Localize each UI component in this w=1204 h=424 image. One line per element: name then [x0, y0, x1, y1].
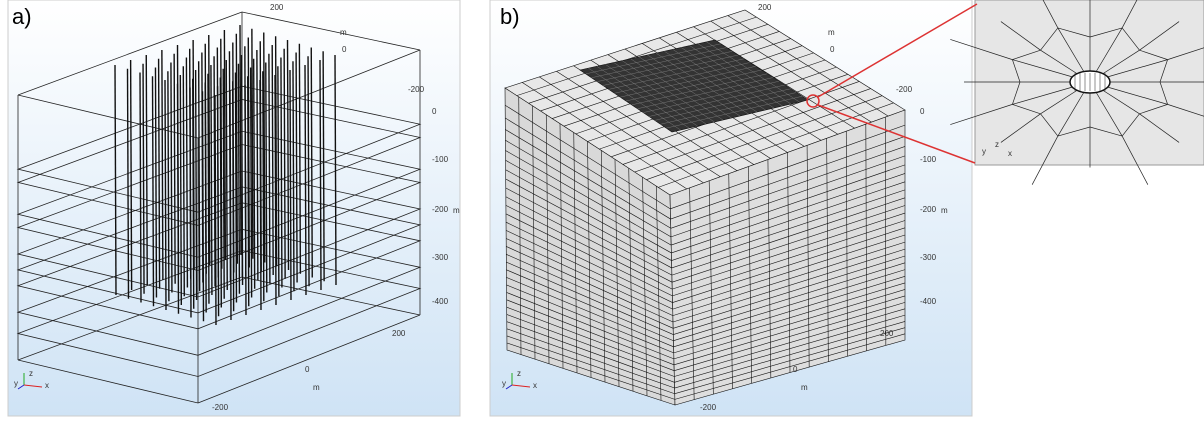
axis-label: 200 [270, 3, 284, 12]
edge [196, 70, 197, 300]
edge [233, 43, 234, 273]
triad-label: z [995, 140, 999, 149]
edge [199, 61, 200, 291]
edge [155, 68, 156, 298]
edge [238, 64, 239, 294]
edge [131, 60, 132, 290]
axis-label: -200 [896, 85, 913, 94]
edge [242, 55, 243, 285]
axis-label: -400 [920, 297, 937, 306]
axis-label: 0 [305, 365, 310, 374]
axis-label: 200 [758, 3, 772, 12]
triad-label: y [502, 379, 506, 388]
edge [251, 68, 252, 298]
edge [159, 59, 160, 289]
axis-label: -300 [920, 253, 937, 262]
axis-label: 200 [880, 329, 894, 338]
axis-label: -200 [212, 403, 229, 412]
axis-label: 200 [392, 329, 406, 338]
axis-label: -300 [432, 253, 449, 262]
edge [180, 75, 181, 305]
axis-label: m [453, 206, 460, 215]
axis-label: 0 [342, 45, 347, 54]
edge [178, 45, 179, 275]
triad-label: z [29, 369, 33, 378]
triad-label: x [533, 381, 537, 390]
edge [183, 66, 184, 296]
axis-label: 0 [793, 365, 798, 374]
edge [171, 63, 172, 293]
edge [174, 54, 175, 284]
edge [236, 34, 237, 264]
edge [221, 39, 222, 269]
edge [146, 55, 147, 285]
panel-label: a) [12, 4, 32, 29]
axis-label: 0 [920, 107, 925, 116]
figure: a)200m0-2000-100-200m-300-4002000m-200yz… [0, 0, 1204, 419]
edge [193, 40, 194, 270]
edge [143, 64, 144, 294]
triad-label: y [14, 379, 18, 388]
axis-label: -200 [700, 403, 717, 412]
axis-label: m [941, 206, 948, 215]
edge [165, 80, 166, 310]
triad-label: z [517, 369, 521, 378]
edge [162, 50, 163, 280]
axis-label: m [828, 28, 835, 37]
axis-label: m [340, 28, 347, 37]
edge [190, 49, 191, 279]
edge [226, 60, 227, 290]
axis-label: -200 [920, 205, 937, 214]
axis-label: m [313, 383, 320, 392]
edge [217, 48, 218, 278]
edge [115, 65, 116, 295]
edge [214, 56, 215, 286]
axis-label: -400 [432, 297, 449, 306]
axis-label: m [801, 383, 808, 392]
axis-label: -200 [432, 205, 449, 214]
edge [211, 65, 212, 295]
edge [205, 44, 206, 274]
axis-label: -100 [432, 155, 449, 164]
axis-label: -200 [408, 85, 425, 94]
edge [254, 59, 255, 289]
edge [245, 46, 246, 276]
edge [168, 71, 169, 301]
axis-label: 0 [432, 107, 437, 116]
edge [248, 38, 249, 268]
axis-label: 0 [830, 45, 835, 54]
edge [224, 30, 225, 260]
edge [209, 35, 210, 265]
panel-label: b) [500, 4, 520, 29]
edge [202, 53, 203, 283]
edge [186, 58, 187, 288]
edge [252, 29, 253, 259]
edge [240, 25, 241, 255]
triad-label: x [45, 381, 49, 390]
edge [153, 76, 154, 306]
edge [140, 73, 141, 303]
triad-label: x [1008, 149, 1012, 158]
edge [229, 51, 230, 281]
triad-label: y [982, 147, 986, 156]
axis-label: -100 [920, 155, 937, 164]
edge [128, 69, 129, 299]
